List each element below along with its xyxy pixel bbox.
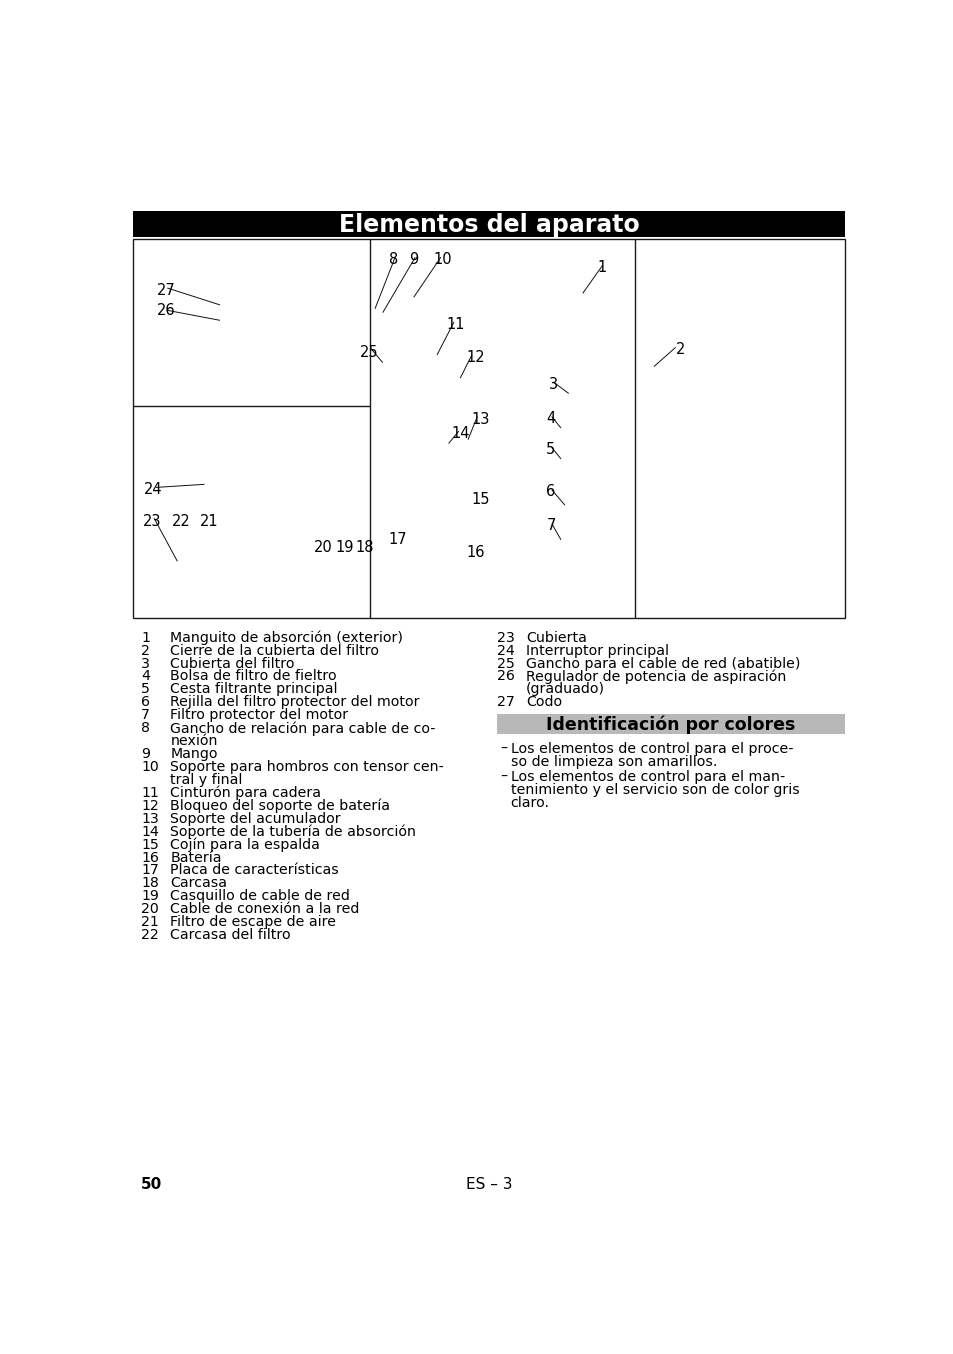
Text: Manguito de absorción (exterior): Manguito de absorción (exterior): [171, 631, 403, 645]
Text: 12: 12: [141, 799, 158, 812]
Text: tral y final: tral y final: [171, 773, 242, 787]
Text: 25: 25: [497, 657, 514, 670]
Text: –: –: [499, 742, 506, 756]
Text: tenimiento y el servicio son de color gris: tenimiento y el servicio son de color gr…: [510, 783, 799, 798]
Text: Carcasa del filtro: Carcasa del filtro: [171, 929, 291, 942]
Text: 27: 27: [497, 696, 514, 709]
Text: Bolsa de filtro de fieltro: Bolsa de filtro de fieltro: [171, 669, 336, 684]
Text: 8: 8: [141, 722, 150, 735]
Text: Cesta filtrante principal: Cesta filtrante principal: [171, 682, 337, 696]
Text: 7: 7: [546, 519, 555, 533]
Text: 3: 3: [141, 657, 150, 670]
Text: 14: 14: [141, 825, 158, 838]
Text: Soporte del acumulador: Soporte del acumulador: [171, 812, 340, 826]
Text: Casquillo de cable de red: Casquillo de cable de red: [171, 890, 350, 903]
Text: 6: 6: [546, 485, 555, 500]
Text: 9: 9: [141, 747, 150, 761]
Text: 16: 16: [466, 546, 484, 561]
Text: 4: 4: [546, 412, 555, 427]
Text: 16: 16: [141, 850, 158, 865]
Text: –: –: [499, 770, 506, 784]
Text: Filtro protector del motor: Filtro protector del motor: [171, 708, 348, 722]
Text: Cojín para la espalda: Cojín para la espalda: [171, 838, 320, 852]
Text: 4: 4: [141, 669, 150, 684]
Text: nexión: nexión: [171, 734, 217, 749]
Text: 14: 14: [451, 425, 469, 441]
Text: 9: 9: [409, 252, 418, 267]
Text: 2: 2: [141, 643, 150, 658]
Text: 13: 13: [472, 412, 490, 427]
Text: Carcasa: Carcasa: [171, 876, 227, 891]
Text: Interruptor principal: Interruptor principal: [525, 643, 668, 658]
Text: Los elementos de control para el proce-: Los elementos de control para el proce-: [510, 742, 792, 756]
Text: Regulador de potencia de aspiración: Regulador de potencia de aspiración: [525, 669, 785, 684]
Text: 22: 22: [172, 515, 191, 529]
Bar: [497, 715, 843, 734]
Text: Batería: Batería: [171, 850, 222, 865]
Text: Cierre de la cubierta del filtro: Cierre de la cubierta del filtro: [171, 643, 379, 658]
Text: 26: 26: [156, 303, 175, 318]
Text: 24: 24: [497, 643, 514, 658]
Text: 23: 23: [497, 631, 514, 645]
Text: 6: 6: [141, 696, 150, 709]
Text: Codo: Codo: [525, 696, 561, 709]
Text: 26: 26: [497, 669, 514, 684]
Text: 13: 13: [141, 812, 158, 826]
Text: Mango: Mango: [171, 747, 217, 761]
Text: (graduado): (graduado): [525, 682, 604, 696]
Text: 5: 5: [546, 441, 555, 458]
Text: 3: 3: [548, 376, 558, 391]
Text: 24: 24: [144, 482, 163, 497]
Text: Placa de características: Placa de características: [171, 864, 339, 877]
Text: 18: 18: [355, 540, 374, 555]
Text: 11: 11: [141, 785, 158, 800]
Text: Los elementos de control para el man-: Los elementos de control para el man-: [510, 770, 784, 784]
Text: ES – 3: ES – 3: [465, 1178, 512, 1193]
Text: 20: 20: [314, 540, 333, 555]
Text: 10: 10: [433, 252, 452, 267]
Text: 22: 22: [141, 929, 158, 942]
Bar: [133, 240, 843, 619]
Text: 17: 17: [388, 532, 406, 547]
Text: 21: 21: [199, 515, 218, 529]
Text: 50: 50: [141, 1178, 162, 1193]
Text: 8: 8: [389, 252, 397, 267]
Text: 19: 19: [141, 890, 158, 903]
Text: 10: 10: [141, 760, 158, 774]
Text: 20: 20: [141, 902, 158, 917]
Text: 21: 21: [141, 915, 158, 929]
Text: Soporte de la tubería de absorción: Soporte de la tubería de absorción: [171, 825, 416, 839]
Text: Gancho para el cable de red (abatible): Gancho para el cable de red (abatible): [525, 657, 800, 670]
Text: 27: 27: [156, 283, 175, 298]
Text: 15: 15: [472, 492, 490, 506]
Text: 15: 15: [141, 838, 158, 852]
Text: Elementos del aparato: Elementos del aparato: [338, 213, 639, 237]
Text: Rejilla del filtro protector del motor: Rejilla del filtro protector del motor: [171, 696, 419, 709]
Text: Cubierta: Cubierta: [525, 631, 586, 645]
Text: Filtro de escape de aire: Filtro de escape de aire: [171, 915, 336, 929]
Text: 5: 5: [141, 682, 150, 696]
Text: Identificación por colores: Identificación por colores: [545, 716, 795, 734]
Text: 11: 11: [446, 317, 464, 332]
Text: Gancho de relación para cable de co-: Gancho de relación para cable de co-: [171, 722, 436, 735]
Text: claro.: claro.: [510, 796, 549, 810]
Text: 19: 19: [335, 540, 354, 555]
Text: Cubierta del filtro: Cubierta del filtro: [171, 657, 294, 670]
Text: 7: 7: [141, 708, 150, 722]
Bar: [133, 211, 843, 237]
Text: 18: 18: [141, 876, 158, 891]
Text: so de limpieza son amarillos.: so de limpieza son amarillos.: [510, 756, 717, 769]
Text: 23: 23: [142, 515, 161, 529]
Text: 25: 25: [360, 345, 378, 360]
Text: 1: 1: [141, 631, 150, 645]
Text: Cinturón para cadera: Cinturón para cadera: [171, 785, 321, 800]
Text: 1: 1: [597, 260, 606, 275]
Text: 12: 12: [466, 349, 484, 364]
Text: Bloqueo del soporte de batería: Bloqueo del soporte de batería: [171, 799, 390, 814]
Text: Cable de conexión a la red: Cable de conexión a la red: [171, 902, 359, 917]
Text: Soporte para hombros con tensor cen-: Soporte para hombros con tensor cen-: [171, 760, 444, 774]
Text: 17: 17: [141, 864, 158, 877]
Text: 2: 2: [675, 343, 684, 357]
